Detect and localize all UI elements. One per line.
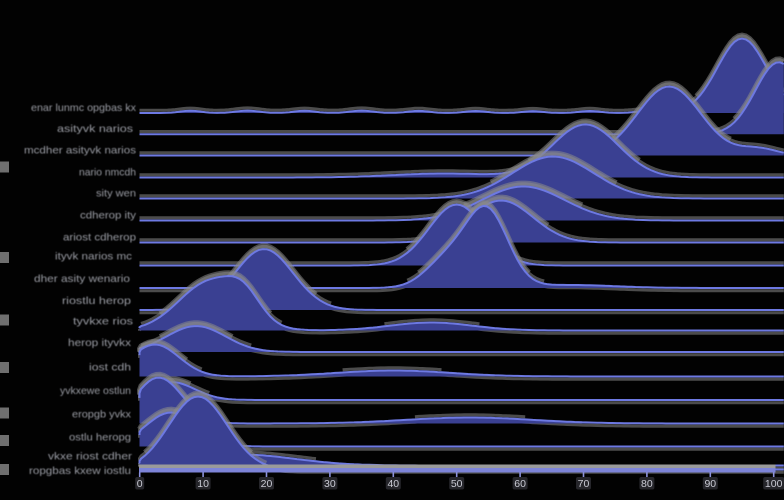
svg-text:dher asity wenario: dher asity wenario <box>34 273 130 285</box>
svg-text:60: 60 <box>514 478 526 490</box>
svg-text:70: 70 <box>578 478 590 490</box>
svg-text:enar lunmc opgbas kx: enar lunmc opgbas kx <box>31 102 137 114</box>
svg-text:40: 40 <box>387 478 399 490</box>
svg-text:vkxe riost cdher: vkxe riost cdher <box>48 451 133 463</box>
svg-text:20: 20 <box>261 478 273 490</box>
svg-text:10: 10 <box>197 478 209 490</box>
svg-text:ariost cdherop: ariost cdherop <box>63 232 136 244</box>
svg-text:eropgb yvkx: eropgb yvkx <box>72 409 132 421</box>
svg-text:iost cdh: iost cdh <box>89 362 131 374</box>
svg-text:50: 50 <box>451 478 463 490</box>
svg-text:0: 0 <box>137 478 143 490</box>
svg-text:asityvk narios: asityvk narios <box>57 123 133 135</box>
svg-text:herop ityvkx: herop ityvkx <box>68 337 132 349</box>
svg-text:80: 80 <box>641 478 653 490</box>
svg-text:riostlu herop: riostlu herop <box>62 295 131 307</box>
svg-text:ropgbas kxew iostlu: ropgbas kxew iostlu <box>29 465 131 477</box>
svg-text:mcdher asityvk narios: mcdher asityvk narios <box>24 145 136 157</box>
svg-text:100: 100 <box>765 478 783 490</box>
svg-text:ostlu heropg: ostlu heropg <box>69 432 131 444</box>
svg-text:tyvkxe rios: tyvkxe rios <box>73 316 133 328</box>
svg-text:cdherop ity: cdherop ity <box>80 210 137 222</box>
svg-text:yvkxewe ostlun: yvkxewe ostlun <box>60 385 131 397</box>
svg-text:ityvk narios mc: ityvk narios mc <box>55 251 132 263</box>
svg-text:sity wen: sity wen <box>96 188 136 200</box>
svg-text:30: 30 <box>324 478 336 490</box>
svg-text:nario nmcdh: nario nmcdh <box>79 167 136 179</box>
svg-text:90: 90 <box>704 478 716 490</box>
